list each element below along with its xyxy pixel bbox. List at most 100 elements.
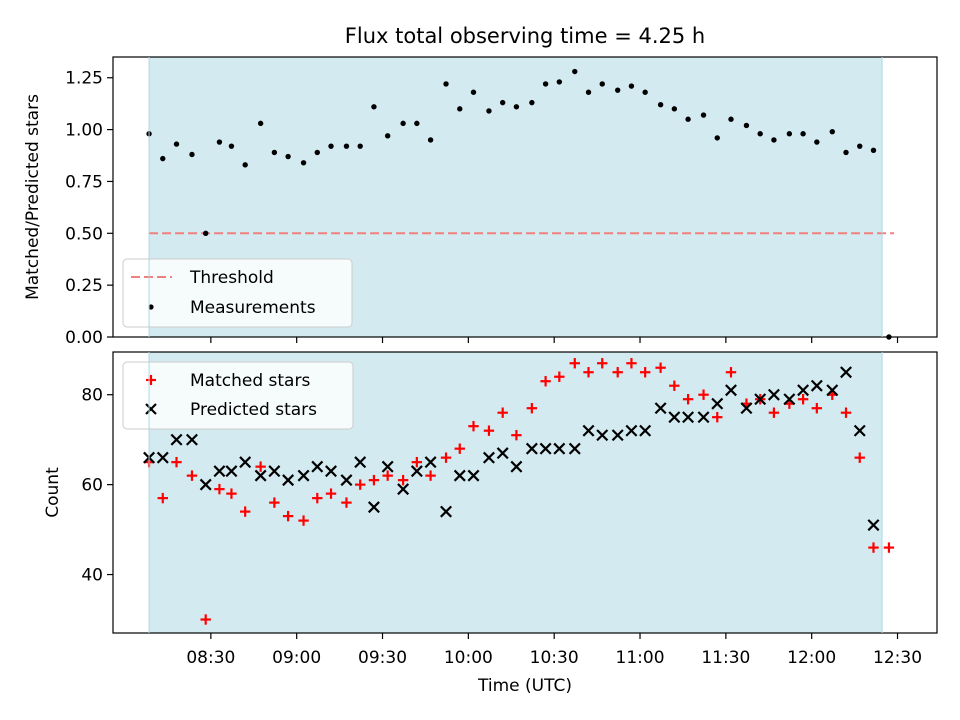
measurement-point	[671, 106, 678, 112]
bottom-y-ticks: 40 60 80	[81, 386, 113, 586]
matched-star-point	[483, 425, 495, 436]
predicted-star-point	[199, 478, 212, 491]
top-y-tick-label: 0.25	[65, 276, 103, 296]
matched-legend-label: Matched stars	[190, 371, 310, 391]
bottom-x-ticks: 08:30 09:00 09:30 10:00 10:30 11:00 11:30 12:00…	[186, 633, 922, 668]
threshold-legend-label: Threshold	[189, 268, 274, 288]
predicted-star-point	[397, 483, 410, 496]
matched-star-point	[157, 492, 168, 504]
measurement-point	[599, 81, 605, 87]
top-panel: 0.00 0.25 0.50 0.75 1.00 1.25 Matched/Predict…	[23, 56, 938, 348]
measurement-point	[843, 149, 849, 156]
predicted-star-point	[268, 465, 281, 478]
measurement-point	[160, 155, 166, 162]
predicted-star-point	[325, 465, 337, 478]
measurement-point	[216, 139, 223, 145]
matched-legend-swatch	[146, 375, 156, 385]
measurement-point	[242, 162, 248, 168]
measurement-point	[173, 141, 180, 147]
matched-star-point	[468, 420, 479, 432]
measurement-point	[384, 133, 391, 139]
measurement-point	[427, 137, 434, 143]
predicted-star-point	[225, 465, 238, 478]
predicted-star-point	[754, 393, 767, 406]
top-y-tick-label: 1.00	[65, 121, 103, 141]
top-measurements-layer	[146, 68, 892, 340]
measurement-point	[829, 128, 835, 135]
predicted-star-point	[867, 519, 880, 532]
bottom-y-tick-label: 40	[81, 566, 103, 586]
measurement-point	[400, 120, 406, 127]
predicted-star-point	[810, 379, 823, 392]
matched-star-point	[239, 506, 251, 517]
measurement-point	[757, 131, 763, 137]
measurement-point	[486, 108, 492, 114]
matched-star-point	[440, 452, 452, 463]
matched-star-point	[454, 443, 465, 454]
measurement-point	[443, 81, 449, 87]
predicted-star-point	[539, 442, 552, 455]
measurement-point	[786, 131, 793, 137]
matched-star-point	[868, 542, 879, 553]
predicted-star-point	[853, 424, 866, 437]
top-axes-frame	[112, 56, 938, 338]
predicted-star-point	[496, 447, 509, 460]
top-y-tick-label: 0.50	[65, 224, 103, 244]
matched-star-point	[325, 488, 337, 499]
top-legend-box	[122, 258, 353, 328]
bottom-axes-frame	[112, 351, 938, 634]
top-legend: Threshold Measurements	[122, 258, 353, 328]
measurement-point	[800, 131, 806, 137]
predicted-star-point	[625, 424, 638, 437]
predicted-star-point	[185, 433, 198, 446]
measurement-point	[556, 79, 563, 85]
predicted-star-point	[525, 442, 538, 455]
measurement-point	[542, 81, 549, 87]
x-tick-label: 12:30	[873, 648, 922, 668]
bottom-y-tick-label: 60	[81, 476, 103, 496]
matched-star-point	[511, 429, 522, 441]
measurement-point	[743, 122, 750, 129]
measurement-point	[513, 104, 520, 110]
measurement-point	[572, 68, 578, 75]
x-tick-label: 11:30	[701, 648, 750, 668]
measurement-point	[685, 116, 691, 122]
matched-star-point	[655, 362, 666, 373]
matched-star-point	[200, 614, 211, 625]
predicted-star-point	[467, 469, 480, 482]
predicted-star-point	[826, 384, 839, 397]
predicted-star-point	[767, 388, 780, 401]
measurement-point	[457, 106, 463, 112]
chart-title: Flux total observing time = 4.25 h	[345, 24, 705, 48]
matched-star-point	[698, 389, 709, 400]
bottom-legend-box	[122, 361, 354, 430]
measurement-point	[328, 143, 334, 149]
predicted-star-point	[639, 424, 652, 437]
predicted-star-point	[381, 460, 394, 473]
matched-star-point	[186, 470, 198, 481]
bottom-legend: Matched stars Predicted stars	[122, 361, 354, 430]
predicted-star-point	[239, 456, 252, 469]
predicted-legend-swatch	[145, 403, 157, 415]
measurement-point	[203, 230, 209, 236]
predicted-star-point	[510, 460, 523, 473]
measurement-point	[314, 149, 320, 156]
bottom-panel: 40 60 80 08:30 09:00 09:30 10:00 10:30 11:00 11:…	[43, 351, 938, 696]
matched-star-point	[269, 497, 280, 508]
matched-star-point	[768, 407, 780, 418]
bottom-y-axis-label: Count	[43, 467, 63, 518]
predicted-star-point	[340, 474, 353, 487]
predicted-star-point	[482, 451, 495, 464]
matched-star-point	[312, 492, 323, 504]
top-y-tick-label: 0.00	[65, 328, 103, 348]
predicted-star-point	[354, 456, 367, 469]
matched-star-point	[811, 403, 823, 414]
x-tick-label: 09:00	[272, 648, 321, 668]
matched-star-point	[368, 474, 380, 486]
top-y-tick-label: 1.25	[65, 69, 103, 89]
predicted-star-point	[711, 397, 724, 410]
measurement-point	[628, 83, 635, 89]
matched-star-point	[282, 510, 294, 522]
measurements-legend-swatch	[148, 304, 154, 310]
